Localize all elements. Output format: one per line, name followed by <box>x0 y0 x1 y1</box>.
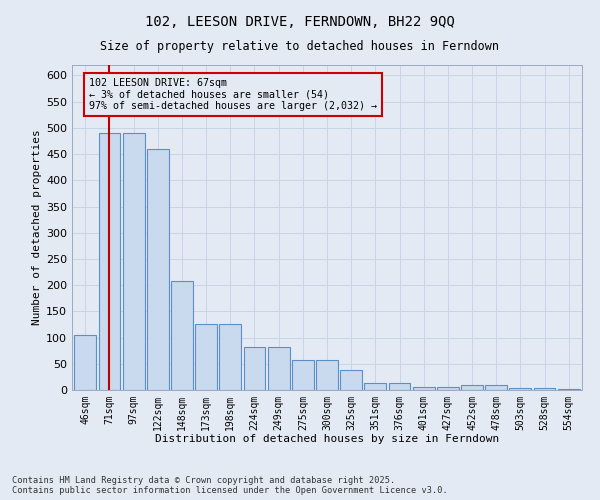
Bar <box>244 347 265 390</box>
Bar <box>509 388 531 390</box>
Bar <box>98 133 121 390</box>
Bar <box>147 149 169 390</box>
Bar <box>195 324 217 390</box>
Bar <box>340 370 362 390</box>
Bar <box>461 385 483 390</box>
Text: Size of property relative to detached houses in Ferndown: Size of property relative to detached ho… <box>101 40 499 53</box>
Bar <box>533 388 556 390</box>
Bar <box>364 383 386 390</box>
Bar <box>220 324 241 390</box>
Text: Contains HM Land Registry data © Crown copyright and database right 2025.
Contai: Contains HM Land Registry data © Crown c… <box>12 476 448 495</box>
Bar <box>74 335 96 390</box>
Bar <box>485 385 507 390</box>
Bar <box>123 133 145 390</box>
Bar <box>292 360 314 390</box>
Bar <box>437 388 459 390</box>
Text: 102, LEESON DRIVE, FERNDOWN, BH22 9QQ: 102, LEESON DRIVE, FERNDOWN, BH22 9QQ <box>145 15 455 29</box>
Bar <box>413 388 434 390</box>
Bar <box>389 383 410 390</box>
Bar <box>268 347 290 390</box>
Bar <box>316 360 338 390</box>
Text: 102 LEESON DRIVE: 67sqm
← 3% of detached houses are smaller (54)
97% of semi-det: 102 LEESON DRIVE: 67sqm ← 3% of detached… <box>89 78 377 112</box>
Y-axis label: Number of detached properties: Number of detached properties <box>32 130 42 326</box>
Bar <box>558 389 580 390</box>
Bar <box>171 282 193 390</box>
X-axis label: Distribution of detached houses by size in Ferndown: Distribution of detached houses by size … <box>155 434 499 444</box>
